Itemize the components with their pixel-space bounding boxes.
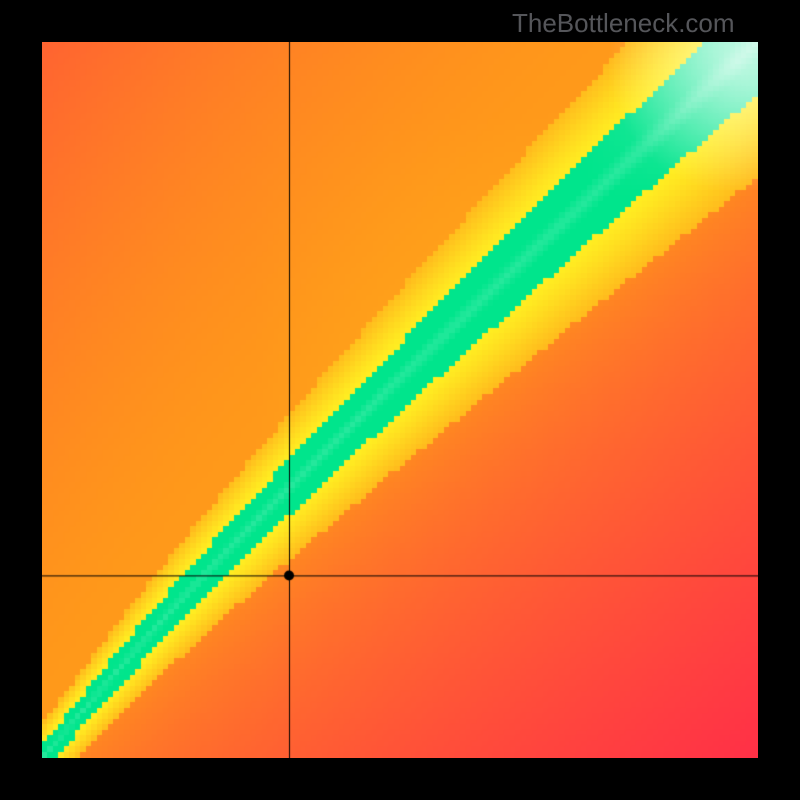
bottleneck-heatmap	[42, 42, 758, 758]
watermark-text: TheBottleneck.com	[512, 8, 735, 39]
chart-container: TheBottleneck.com	[0, 0, 800, 800]
